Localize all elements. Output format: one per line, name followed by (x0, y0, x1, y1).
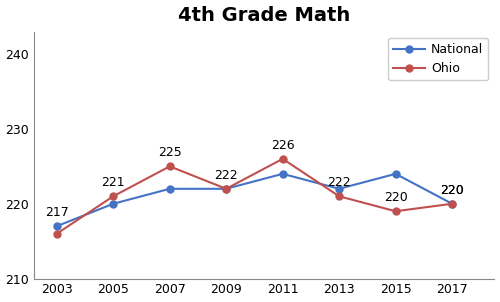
National (166, 187, 172, 191)
National (110, 202, 116, 206)
Title: 4th Grade Math: 4th Grade Math (178, 5, 350, 24)
Text: 217: 217 (45, 206, 68, 219)
Ohio (336, 194, 342, 198)
Text: 226: 226 (271, 139, 294, 152)
National (449, 202, 455, 206)
Text: 225: 225 (158, 146, 182, 159)
Ohio (110, 194, 116, 198)
Line: Ohio: Ohio (54, 156, 456, 237)
Legend: National, Ohio: National, Ohio (388, 38, 488, 80)
Text: 220: 220 (440, 184, 464, 197)
Text: 222: 222 (214, 169, 238, 182)
Ohio (392, 209, 398, 213)
Ohio (223, 187, 229, 191)
National (392, 172, 398, 176)
Ohio (54, 232, 60, 236)
Text: 220: 220 (440, 184, 464, 197)
Line: National: National (54, 170, 456, 230)
Text: 222: 222 (328, 176, 351, 189)
Text: 220: 220 (384, 191, 407, 204)
National (223, 187, 229, 191)
Text: 221: 221 (102, 176, 125, 189)
National (336, 187, 342, 191)
National (54, 224, 60, 228)
Ohio (449, 202, 455, 206)
Ohio (166, 165, 172, 168)
Ohio (280, 157, 285, 161)
National (280, 172, 285, 176)
